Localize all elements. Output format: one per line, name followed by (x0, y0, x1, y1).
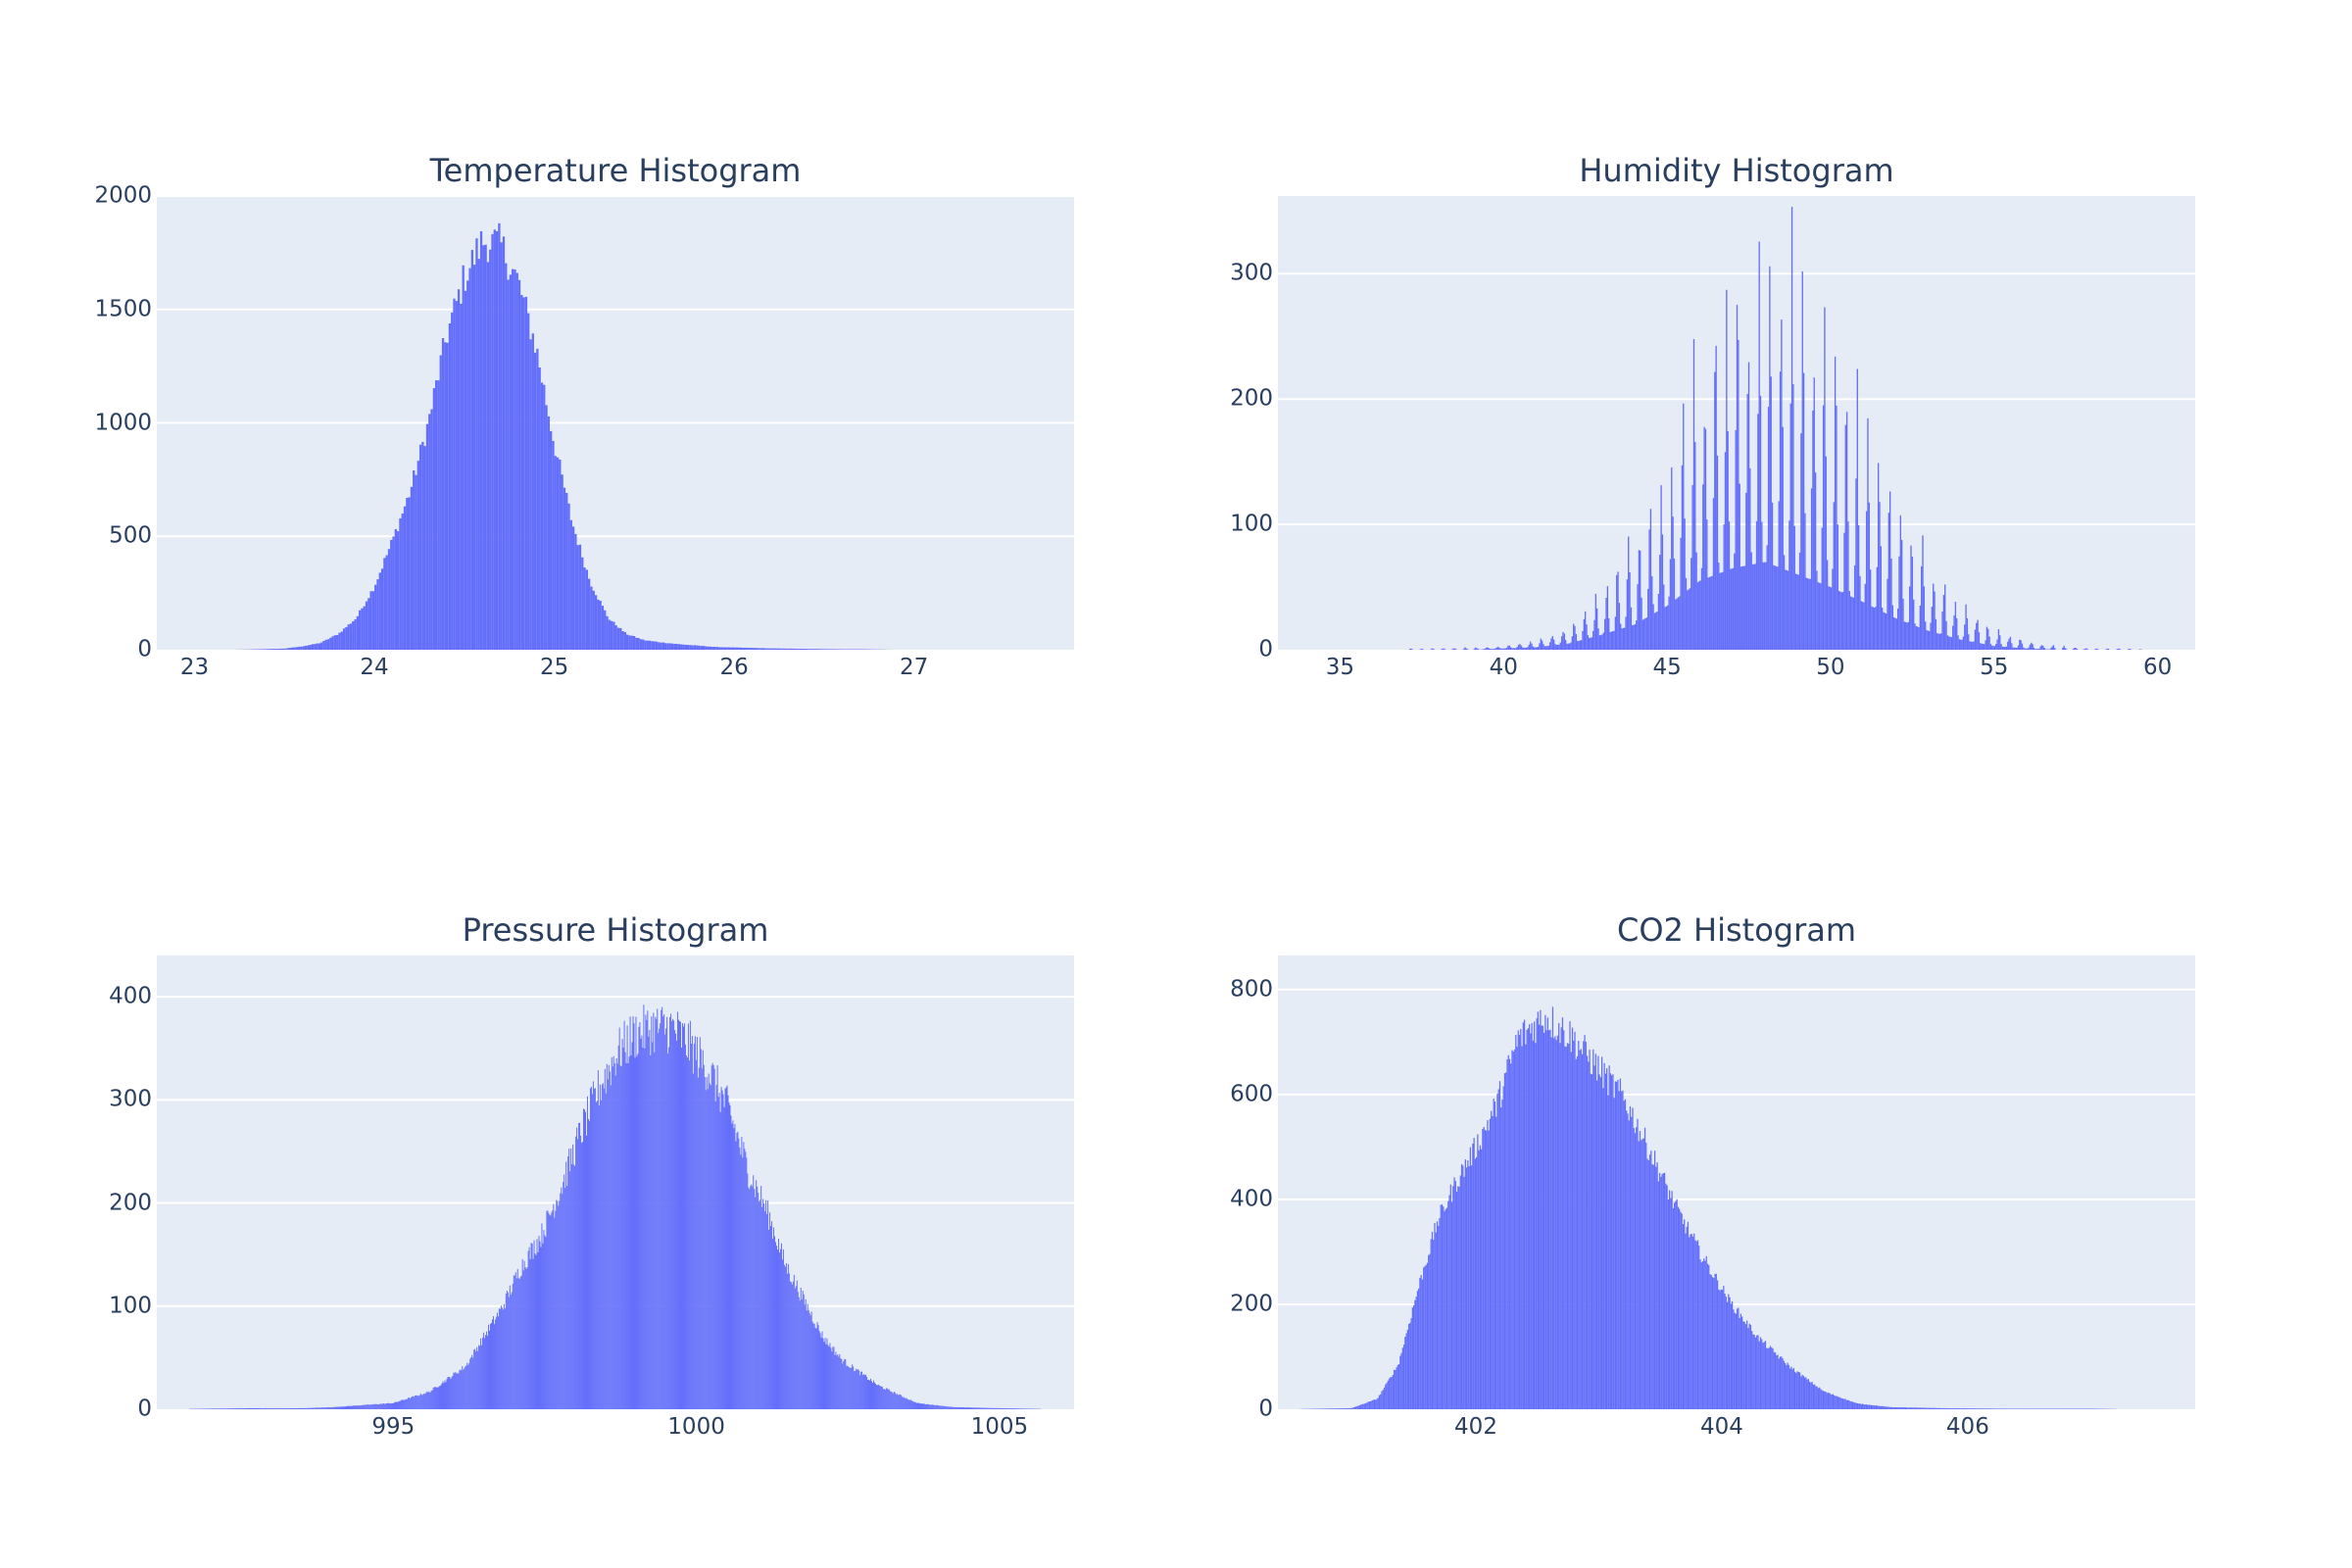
humidity-histogram-svg (1278, 207, 2195, 650)
temperature-x-tick-label: 23 (179, 655, 210, 680)
temperature-x-tick-label: 27 (900, 655, 929, 680)
humidity-y-tick-label: 100 (1230, 511, 1273, 537)
co2-y-tick-label: 600 (1230, 1081, 1273, 1107)
pressure-y-tick-label: 0 (137, 1396, 152, 1422)
temperature-bars (234, 222, 892, 650)
humidity-y-tick-label: 300 (1230, 260, 1273, 286)
co2-histogram-plot-area[interactable] (1278, 956, 2195, 1409)
co2-y-tick-label: 400 (1230, 1186, 1273, 1212)
humidity-histogram-title: Humidity Histogram (1579, 152, 1894, 189)
temperature-x-tick-label: 26 (719, 655, 749, 680)
temperature-histogram-title: Temperature Histogram (429, 152, 802, 189)
co2-bars (1299, 1006, 2117, 1409)
temperature-x-tick-label: 25 (539, 655, 569, 680)
temperature-x-tick-label: 24 (360, 655, 389, 680)
co2-y-tick-label: 200 (1230, 1291, 1273, 1317)
temperature-y-tick-label: 500 (109, 522, 152, 549)
pressure-y-tick-label: 300 (109, 1086, 152, 1112)
co2-y-tick-label: 800 (1230, 976, 1273, 1003)
co2-histogram-svg (1278, 988, 2195, 1409)
humidity-x-tick-label: 35 (1325, 655, 1355, 680)
co2-x-tick-label: 402 (1454, 1414, 1497, 1440)
pressure-histogram-plot-area[interactable] (157, 956, 1074, 1409)
co2-x-tick-label: 406 (1945, 1414, 1989, 1440)
pressure-y-tick-label: 100 (109, 1293, 152, 1319)
pressure-y-tick-label: 400 (109, 983, 152, 1009)
humidity-x-tick-label: 60 (2142, 655, 2173, 680)
humidity-y-tick-label: 200 (1230, 385, 1273, 412)
temperature-y-tick-label: 2000 (94, 182, 152, 209)
pressure-x-tick-label: 1000 (667, 1414, 725, 1440)
pressure-bars (189, 1004, 1042, 1409)
humidity-bars (1409, 207, 2142, 650)
humidity-histogram-plot-area[interactable] (1278, 196, 2195, 650)
temperature-histogram-svg (157, 196, 1074, 650)
pressure-histogram-title: Pressure Histogram (462, 911, 769, 949)
pressure-x-tick-label: 995 (371, 1414, 416, 1440)
pressure-y-tick-label: 200 (109, 1190, 152, 1216)
temperature-y-tick-label: 0 (137, 636, 152, 662)
humidity-x-tick-label: 55 (1980, 655, 2009, 680)
pressure-histogram-svg (157, 996, 1074, 1409)
humidity-x-tick-label: 45 (1652, 655, 1682, 680)
pressure-x-tick-label: 1005 (970, 1414, 1029, 1440)
humidity-y-tick-label: 0 (1258, 636, 1273, 662)
co2-y-tick-label: 0 (1258, 1396, 1273, 1422)
humidity-x-tick-label: 50 (1816, 655, 1845, 680)
temperature-histogram-plot-area[interactable] (157, 196, 1074, 650)
co2-histogram-title: CO2 Histogram (1616, 911, 1857, 949)
temperature-y-tick-label: 1000 (94, 410, 152, 435)
temperature-y-tick-label: 1500 (94, 296, 152, 322)
humidity-x-tick-label: 40 (1489, 655, 1518, 680)
co2-x-tick-label: 404 (1699, 1414, 1743, 1440)
